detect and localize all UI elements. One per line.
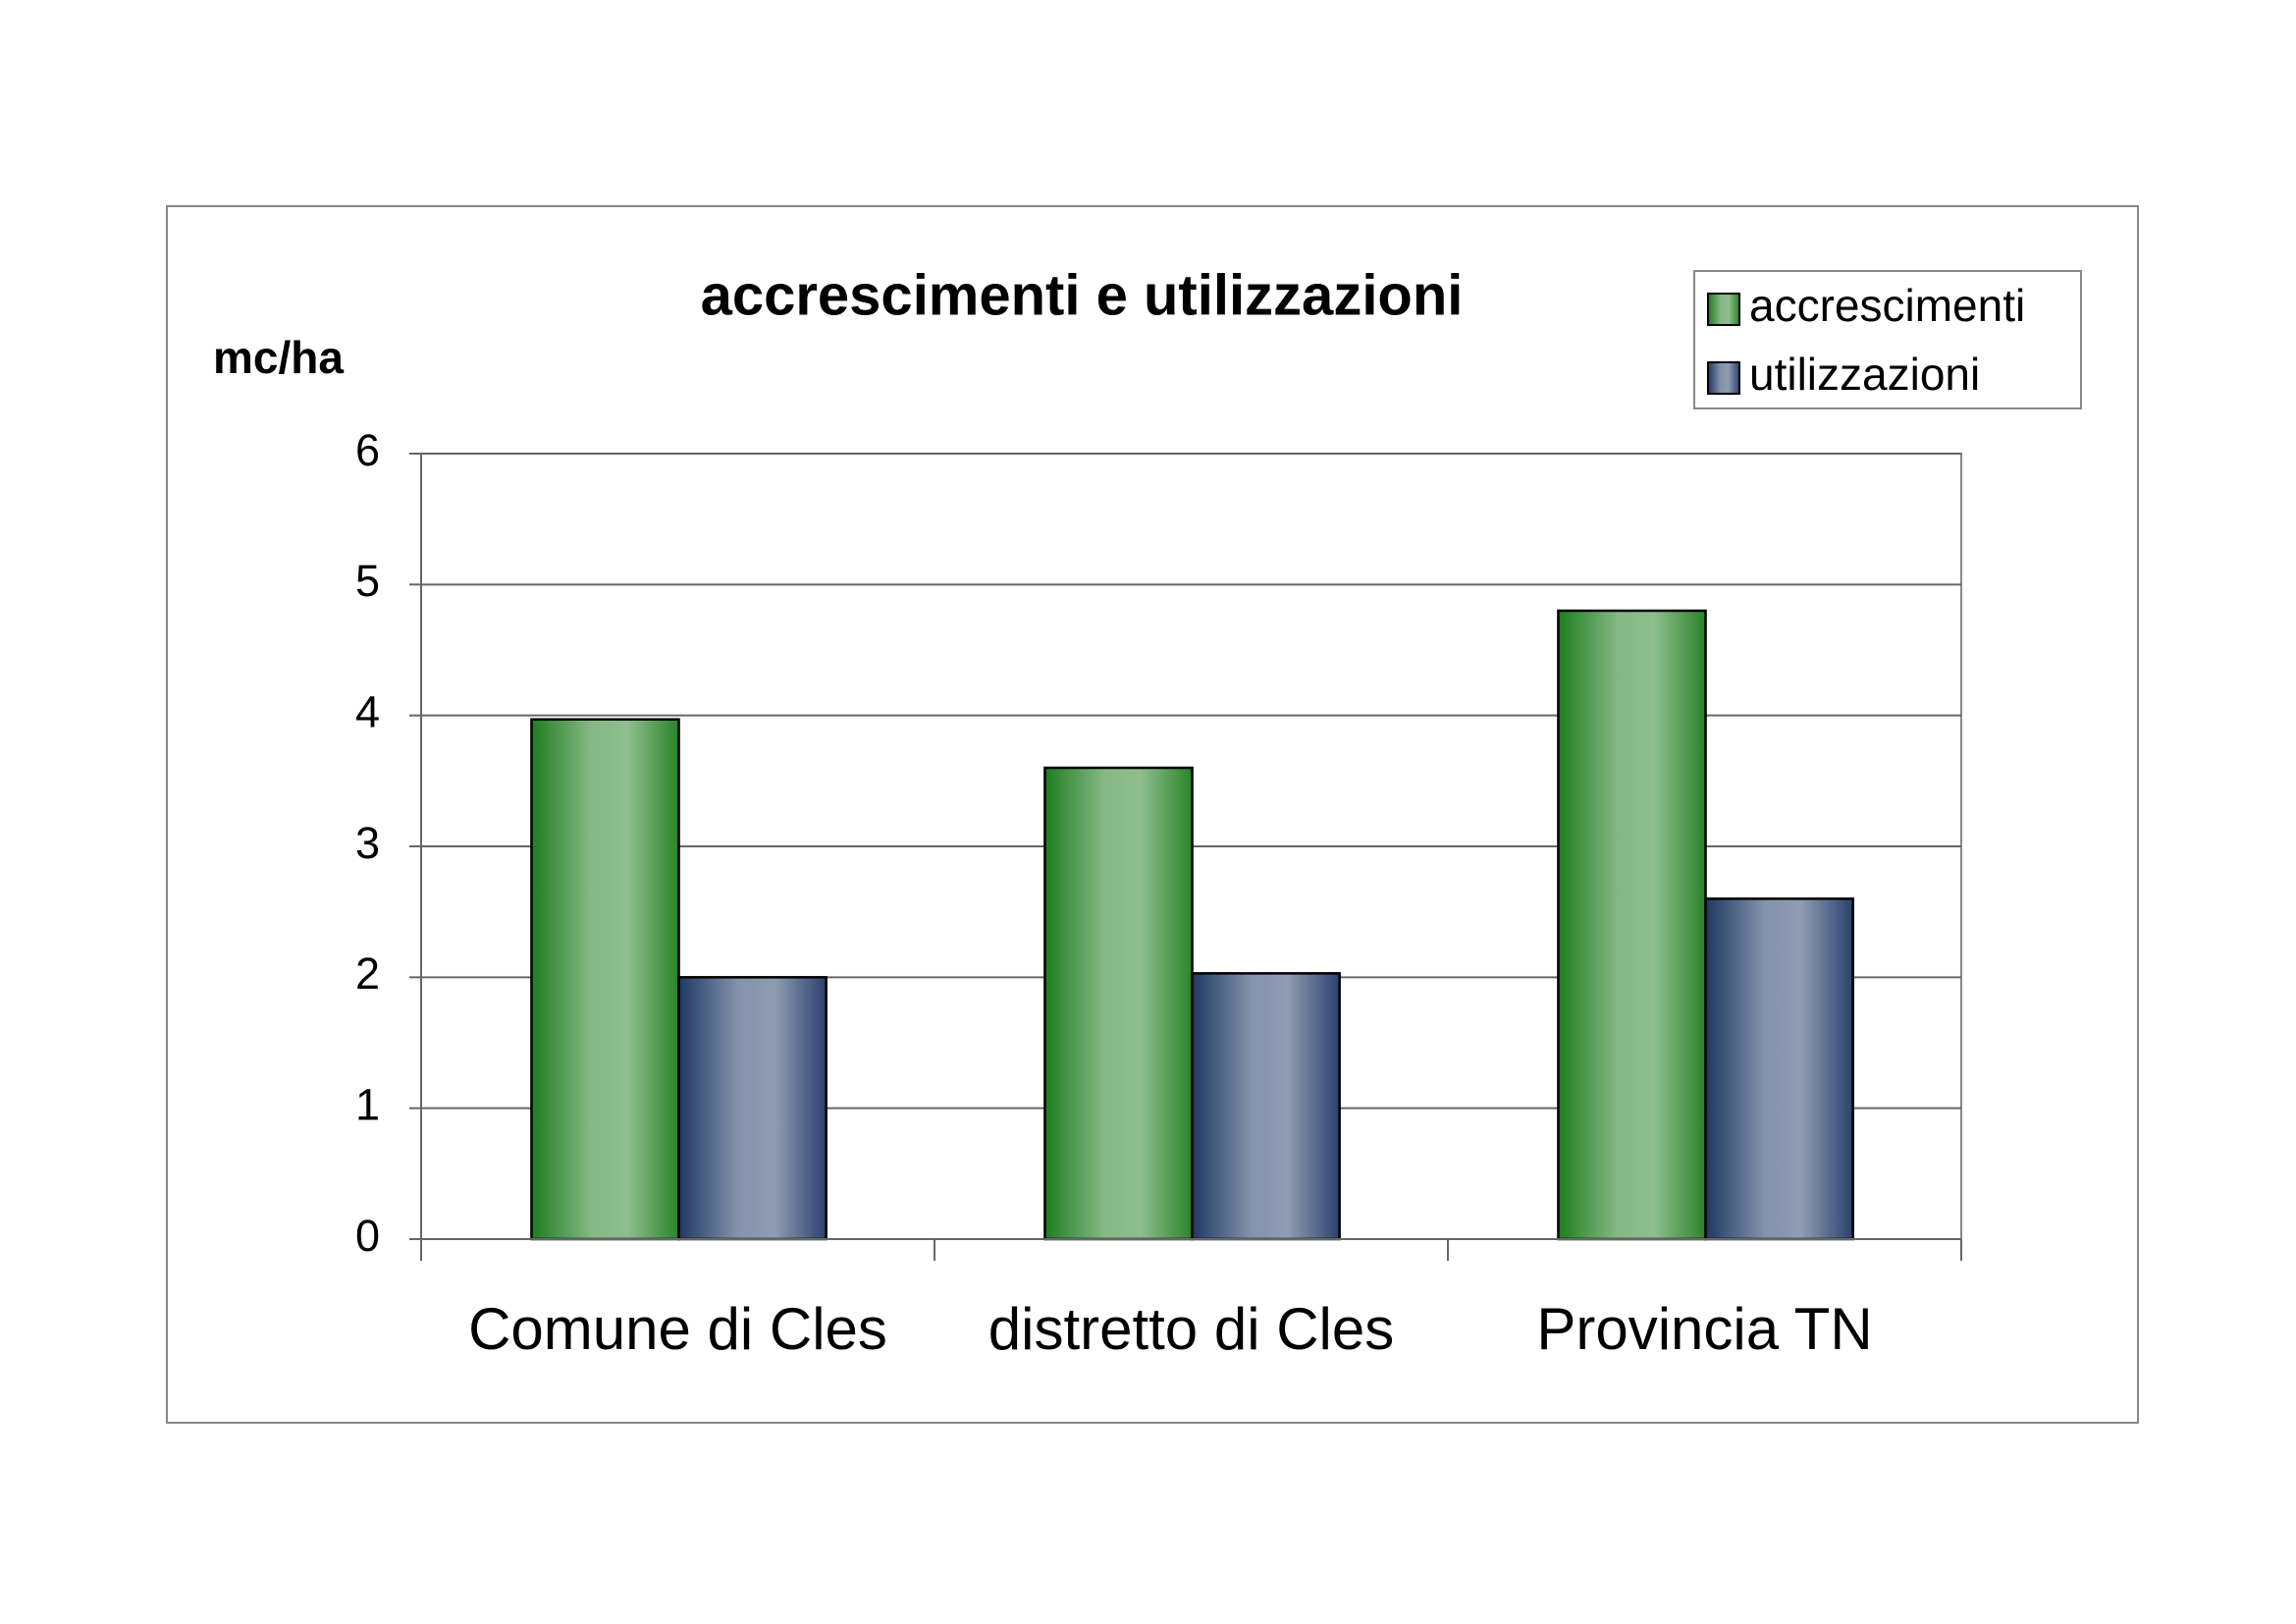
legend-swatch [1707,293,1740,326]
x-tick-label: Provincia TN [1536,1296,1872,1362]
x-tick-label: distretto di Cles [988,1296,1395,1362]
y-tick-label: 0 [355,1211,380,1261]
y-tick-label: 5 [355,556,380,606]
y-tick-label: 1 [355,1080,380,1130]
bar [530,718,680,1241]
bar [1557,609,1707,1241]
legend-box [1693,270,2082,409]
bar [1704,897,1854,1241]
chart-title: accrescimenti e utilizzazioni [701,263,1464,327]
y-tick-label: 6 [355,425,380,475]
y-tick-label: 3 [355,818,380,868]
bar [1043,766,1194,1241]
y-axis-label: mc/ha [213,332,344,383]
y-tick-label: 4 [355,687,380,737]
y-tick-label: 2 [355,948,380,999]
legend-swatch [1707,361,1740,395]
bar [677,976,828,1241]
bar [1191,972,1341,1241]
legend-label: accrescimenti [1749,280,2025,331]
legend-label: utilizzazioni [1749,349,1980,400]
x-tick-label: Comune di Cles [468,1296,887,1362]
